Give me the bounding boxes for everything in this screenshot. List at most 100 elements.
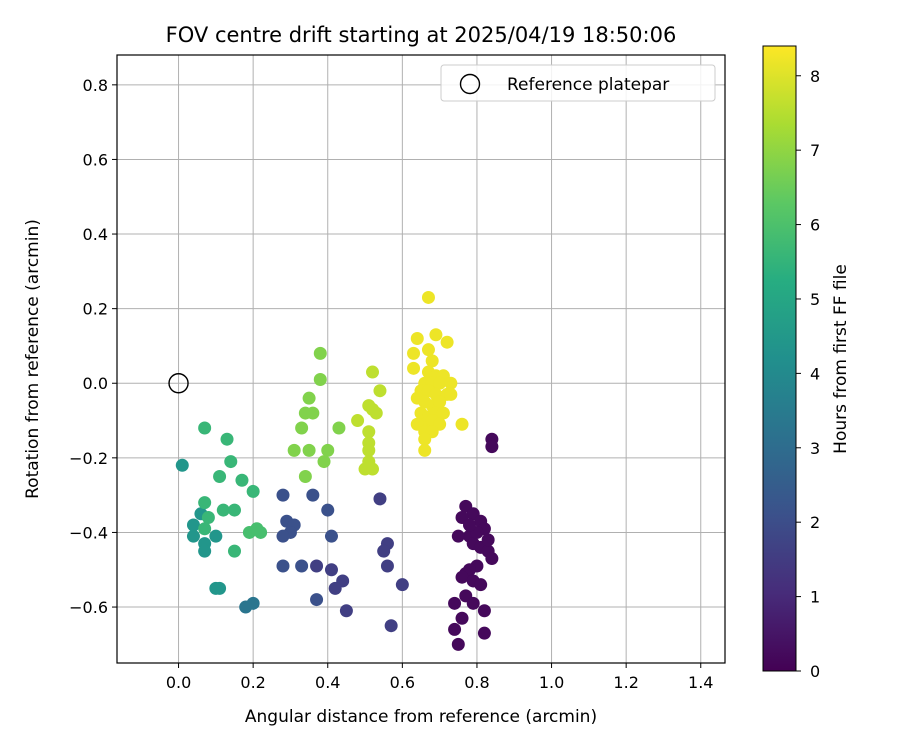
data-point <box>377 544 391 558</box>
data-point <box>418 443 432 457</box>
data-point <box>384 619 398 633</box>
data-point <box>213 469 227 483</box>
x-axis-label: Angular distance from reference (arcmin) <box>245 707 597 727</box>
data-point <box>235 473 249 487</box>
data-point <box>407 346 421 360</box>
data-point <box>462 518 476 532</box>
data-point <box>332 421 346 435</box>
x-tick-label: 1.2 <box>613 673 638 692</box>
data-point <box>313 373 327 387</box>
colorbar-tick-label: 3 <box>810 439 820 458</box>
x-tick-label: 0.2 <box>240 673 265 692</box>
data-point <box>302 391 316 405</box>
data-point <box>474 578 488 592</box>
legend-label: Reference platepar <box>507 75 669 95</box>
data-point <box>429 328 443 342</box>
y-tick-label: 0.4 <box>83 225 108 244</box>
data-point <box>466 596 480 610</box>
data-point <box>295 421 309 435</box>
legend-box <box>440 64 716 102</box>
data-point <box>418 432 432 446</box>
data-point <box>220 432 234 446</box>
y-tick-label: 0.2 <box>83 300 108 319</box>
data-point <box>254 525 268 539</box>
data-point <box>321 503 335 517</box>
data-point <box>276 529 290 543</box>
data-point <box>287 443 301 457</box>
data-point <box>440 335 454 349</box>
plot-frame <box>116 54 726 664</box>
y-tick-label: 0.8 <box>83 76 108 95</box>
data-point <box>455 570 469 584</box>
data-point <box>306 488 320 502</box>
data-point <box>433 376 447 390</box>
data-point <box>324 563 338 577</box>
data-point <box>362 425 376 439</box>
colorbar-tick-label: 5 <box>810 290 820 309</box>
colorbar-tick-label: 0 <box>810 662 820 681</box>
data-point <box>481 533 495 547</box>
data-point <box>410 331 424 345</box>
x-tick-label: 1.0 <box>539 673 564 692</box>
y-tick-label: −0.4 <box>69 523 108 542</box>
data-point <box>395 578 409 592</box>
colorbar-label: Hours from first FF file <box>831 264 851 454</box>
y-tick-label: −0.6 <box>69 598 108 617</box>
colorbar-tick-label: 6 <box>810 216 820 235</box>
x-tick-label: 0.6 <box>390 673 415 692</box>
data-point <box>209 529 223 543</box>
data-point <box>366 462 380 476</box>
data-point <box>380 559 394 573</box>
colorbar-tick-label: 4 <box>810 364 820 383</box>
data-point <box>455 417 469 431</box>
data-point <box>175 458 189 472</box>
data-point <box>421 343 435 357</box>
data-point <box>328 581 342 595</box>
reference-platepar-marker <box>168 373 189 394</box>
data-point <box>317 455 331 469</box>
data-point <box>373 492 387 506</box>
data-point <box>201 511 215 525</box>
reference-marker <box>168 373 189 394</box>
chart-title: FOV centre drift starting at 2025/04/19 … <box>166 23 677 47</box>
data-point <box>444 376 458 390</box>
y-tick-label: −0.2 <box>69 449 108 468</box>
y-axis-label: Rotation from reference (arcmin) <box>23 219 43 499</box>
x-tick-label: 0.8 <box>464 673 489 692</box>
data-point <box>451 529 465 543</box>
data-point <box>298 469 312 483</box>
data-point <box>227 544 241 558</box>
x-tick-label: 1.4 <box>688 673 713 692</box>
data-point <box>239 600 253 614</box>
data-point <box>444 387 458 401</box>
data-point <box>186 518 200 532</box>
x-axis-ticks: 0.0 0.2 0.4 0.6 0.8 1.0 1.2 1.4 <box>166 663 713 692</box>
data-point <box>477 626 491 640</box>
data-point <box>198 522 212 536</box>
colorbar-tick-label: 1 <box>810 588 820 607</box>
x-tick-label: 0.0 <box>166 673 191 692</box>
data-point <box>407 361 421 375</box>
legend-circle-icon <box>459 73 481 95</box>
data-point <box>455 611 469 625</box>
colorbar-ticks: 0 1 2 3 4 5 6 7 8 <box>796 67 820 681</box>
data-point <box>433 395 447 409</box>
grid <box>117 55 725 663</box>
data-point <box>306 406 320 420</box>
data-point <box>339 604 353 618</box>
colorbar-tick-label: 2 <box>810 513 820 532</box>
y-tick-label: 0.0 <box>83 374 108 393</box>
colorbar-tick-label: 8 <box>810 67 820 86</box>
data-point <box>276 488 290 502</box>
data-point <box>295 559 309 573</box>
data-point <box>373 384 387 398</box>
colorbar: 0 1 2 3 4 5 6 7 8 Hours from first FF file <box>762 45 851 681</box>
data-point <box>369 406 383 420</box>
data-point <box>246 484 260 498</box>
y-axis-ticks: −0.6 −0.4 −0.2 0.0 0.2 0.4 0.6 0.8 <box>69 76 117 617</box>
data-point <box>198 544 212 558</box>
data-point <box>366 365 380 379</box>
data-point <box>421 290 435 304</box>
colorbar-gradient <box>763 46 796 671</box>
